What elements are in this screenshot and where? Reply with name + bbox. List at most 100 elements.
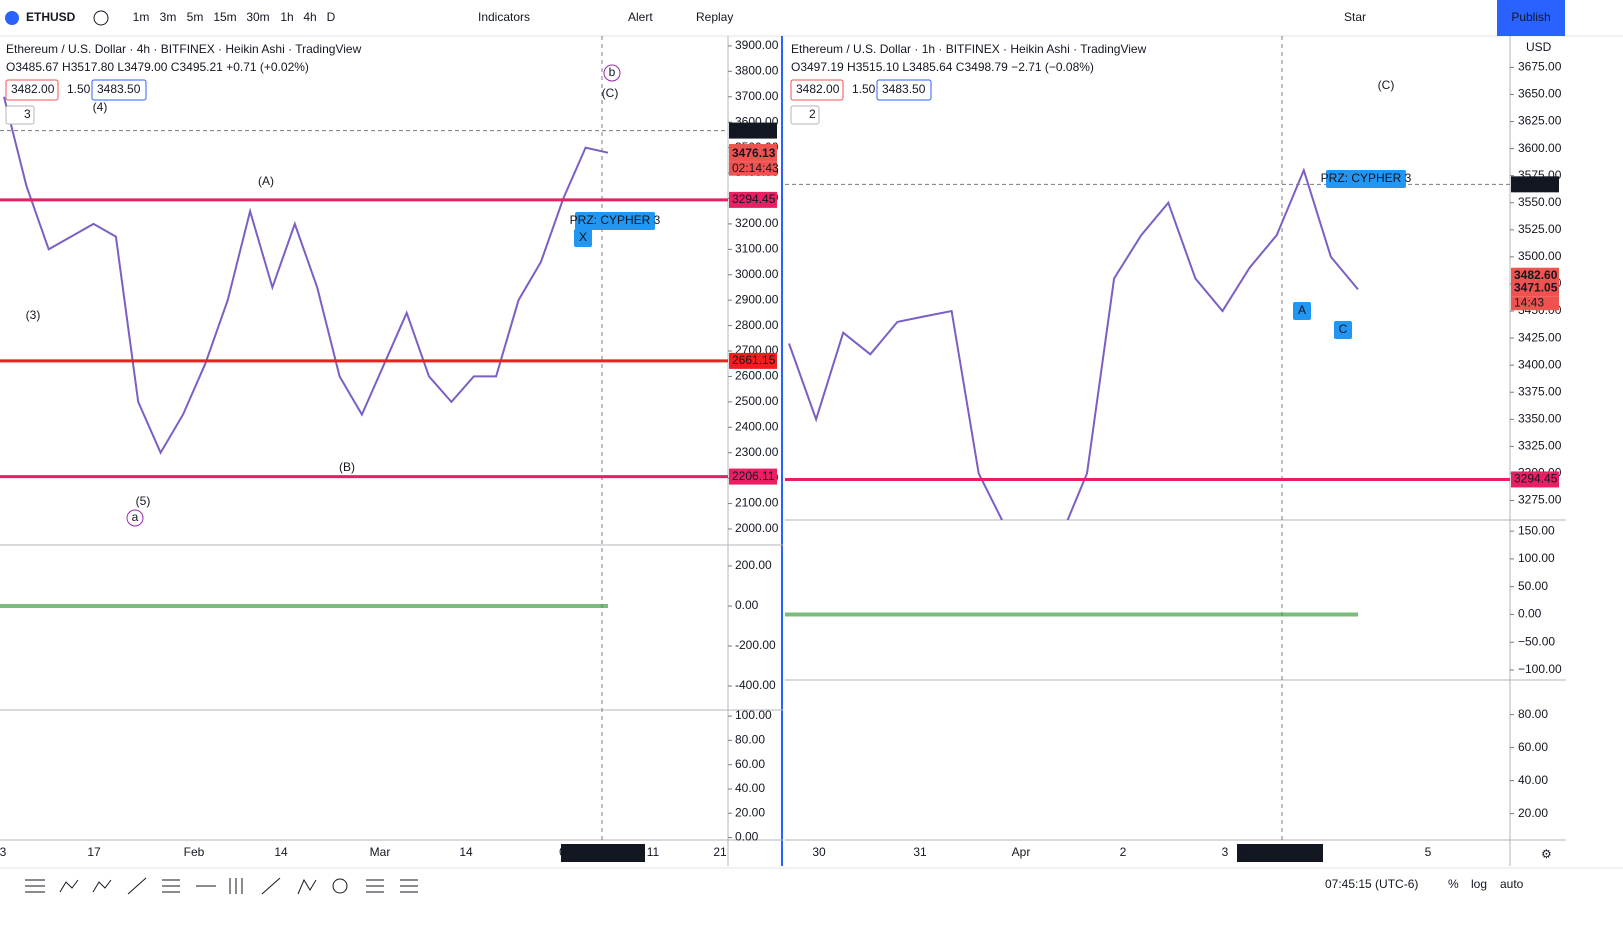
price-tag-label: 3567.01	[732, 123, 776, 137]
y-tick-label: 100.00	[735, 708, 772, 722]
interval-button[interactable]: 5m	[187, 10, 204, 24]
bid: 3482.00	[796, 82, 840, 96]
tool-icon[interactable]	[92, 879, 112, 893]
y-tick-label: 0.00	[1518, 607, 1542, 621]
spread: 1.50	[852, 82, 876, 96]
chart-pane: 3275.00 3 30 0.00 3325.00 3350.00 3375.00 3400.…	[785, 36, 1566, 866]
main-plot	[788, 167, 1359, 520]
price-tag-label: 3476.13	[732, 146, 776, 160]
crosshair-time: 03 Apr '22 13:00	[1236, 845, 1323, 859]
x-tick-label: 2	[1120, 845, 1127, 859]
log-toggle[interactable]: log	[1471, 877, 1487, 891]
percent-toggle[interactable]: %	[1448, 877, 1459, 891]
y-tick-label: 20.00	[1518, 806, 1548, 820]
auto-toggle[interactable]: auto	[1500, 877, 1524, 891]
crosshair-time: 03 Apr '22	[559, 845, 613, 859]
ask-box[interactable]	[876, 79, 932, 101]
ask-box[interactable]	[91, 79, 147, 101]
y-tick-label: 3600.00	[1518, 141, 1562, 155]
price-tag	[1511, 176, 1559, 193]
y-tick-label: -200.00	[735, 638, 776, 652]
tool-icon[interactable]	[59, 879, 79, 893]
y-tick-label: 60.00	[735, 757, 765, 771]
interval-button[interactable]: D	[327, 10, 336, 24]
tool-icon[interactable]	[297, 878, 317, 895]
wave-label: (A)	[258, 174, 274, 188]
settings-icon[interactable]: ⚙	[1541, 847, 1552, 861]
study-count-box[interactable]	[5, 105, 35, 125]
crosshair-time-box	[1237, 844, 1323, 862]
tool-icon[interactable]	[162, 879, 180, 893]
x-tick-label: 30	[812, 845, 826, 859]
price-line	[3, 96, 609, 455]
tool-icon[interactable]	[127, 877, 147, 895]
crosshair-time: 10:00	[613, 845, 643, 859]
crosshair-time-box	[611, 844, 645, 862]
y-tick-label: 3425.00	[1518, 330, 1562, 344]
interval-button[interactable]: 3m	[160, 10, 177, 24]
price-tag	[729, 468, 777, 485]
replay-button[interactable]: Replay	[696, 10, 733, 24]
indicators-button[interactable]: Indicators	[478, 10, 530, 24]
price-tag-label: 3294.45	[732, 192, 776, 206]
publish-button[interactable]	[1497, 0, 1565, 36]
currency[interactable]: USD	[1526, 40, 1552, 54]
interval-button[interactable]: 15m	[213, 10, 236, 24]
pattern-label: PRZ: CYPHER 3	[1321, 171, 1412, 185]
interval-button[interactable]: 1m	[133, 10, 150, 24]
y-tick-label: 3675.00	[1518, 60, 1562, 74]
y-tick-label: 60.00	[1518, 740, 1548, 754]
y-tick-label: 3550.00	[1518, 195, 1562, 209]
y-tick-label: 40.00	[735, 781, 765, 795]
y-tick-label: 100.00	[1518, 551, 1555, 565]
layout-name[interactable]: Star	[1344, 10, 1366, 24]
interval-button[interactable]: 30m	[246, 10, 269, 24]
price-tag	[1511, 280, 1559, 297]
wave-circle	[126, 509, 144, 527]
y-tick-label: 2500.00	[735, 394, 779, 408]
main-plot	[3, 96, 609, 455]
price-tag	[729, 352, 777, 369]
y-tick-label: 2600.00	[735, 369, 779, 383]
tool-icon[interactable]	[400, 879, 418, 893]
ohlc: O3485.67 H3517.80 L3479.00 C3495.21 +0.7…	[6, 60, 309, 74]
y-tick-label: 3350.00	[1518, 411, 1562, 425]
wave-label: (4)	[93, 100, 108, 114]
x-tick-label: 31	[913, 845, 927, 859]
x-tick-label: 14	[459, 845, 473, 859]
bid-box[interactable]	[5, 79, 59, 101]
interval-button[interactable]: 1h	[280, 10, 293, 24]
bid-box[interactable]	[790, 79, 844, 101]
bid: 3482.00	[11, 82, 55, 96]
x-tick-label: 3	[1222, 845, 1229, 859]
wave-label: (3)	[26, 308, 41, 322]
add-symbol[interactable]	[93, 10, 109, 26]
tool-icon[interactable]	[229, 878, 243, 894]
alert-button[interactable]: Alert	[628, 10, 653, 24]
study-count: 2	[809, 107, 816, 121]
study-count-box[interactable]	[790, 105, 820, 125]
x-tick-label: Apr	[1012, 845, 1031, 859]
y-tick-label: 0.00	[735, 598, 759, 612]
symbol-name[interactable]: ETHUSD	[26, 10, 76, 24]
top-toolbar	[0, 0, 1623, 36]
label-box	[1293, 302, 1311, 320]
wave-circle	[603, 64, 621, 82]
tool-icon[interactable]	[25, 879, 45, 893]
symbol-icon	[5, 11, 19, 25]
y-tick-label: 3000.00	[735, 267, 779, 281]
drawing-tools	[25, 877, 418, 895]
wave-label: (C)	[1378, 78, 1395, 92]
pane-title: Ethereum / U.S. Dollar · 1h · BITFINEX ·…	[791, 42, 1147, 56]
y-tick-label: 3500.00	[1518, 249, 1562, 263]
interval-button[interactable]: 4h	[303, 10, 316, 24]
wave-label: a	[132, 510, 139, 524]
tool-icon[interactable]	[261, 877, 281, 895]
countdown-tag	[729, 161, 777, 176]
tool-icon[interactable]	[366, 879, 384, 893]
publish-label[interactable]: Publish	[1511, 10, 1550, 24]
tool-icon[interactable]	[332, 878, 348, 894]
y-tick-label: 3200.00	[735, 216, 779, 230]
y-tick-label: 50.00	[1518, 579, 1548, 593]
wave-label: (5)	[136, 494, 151, 508]
